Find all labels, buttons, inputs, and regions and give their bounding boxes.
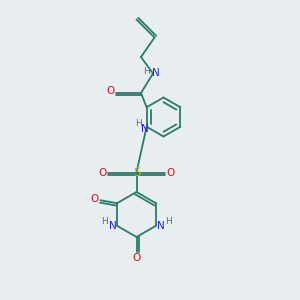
Text: O: O — [90, 194, 99, 204]
Text: O: O — [106, 86, 114, 97]
Text: O: O — [132, 253, 141, 263]
Text: N: N — [109, 221, 116, 231]
Text: H: H — [135, 119, 142, 128]
Text: N: N — [152, 68, 160, 79]
Text: S: S — [133, 166, 140, 179]
Text: O: O — [98, 167, 107, 178]
Text: H: H — [101, 217, 108, 226]
Text: H: H — [165, 217, 172, 226]
Text: O: O — [166, 167, 175, 178]
Text: N: N — [157, 221, 164, 231]
Text: N: N — [141, 124, 149, 134]
Text: H: H — [143, 68, 150, 76]
